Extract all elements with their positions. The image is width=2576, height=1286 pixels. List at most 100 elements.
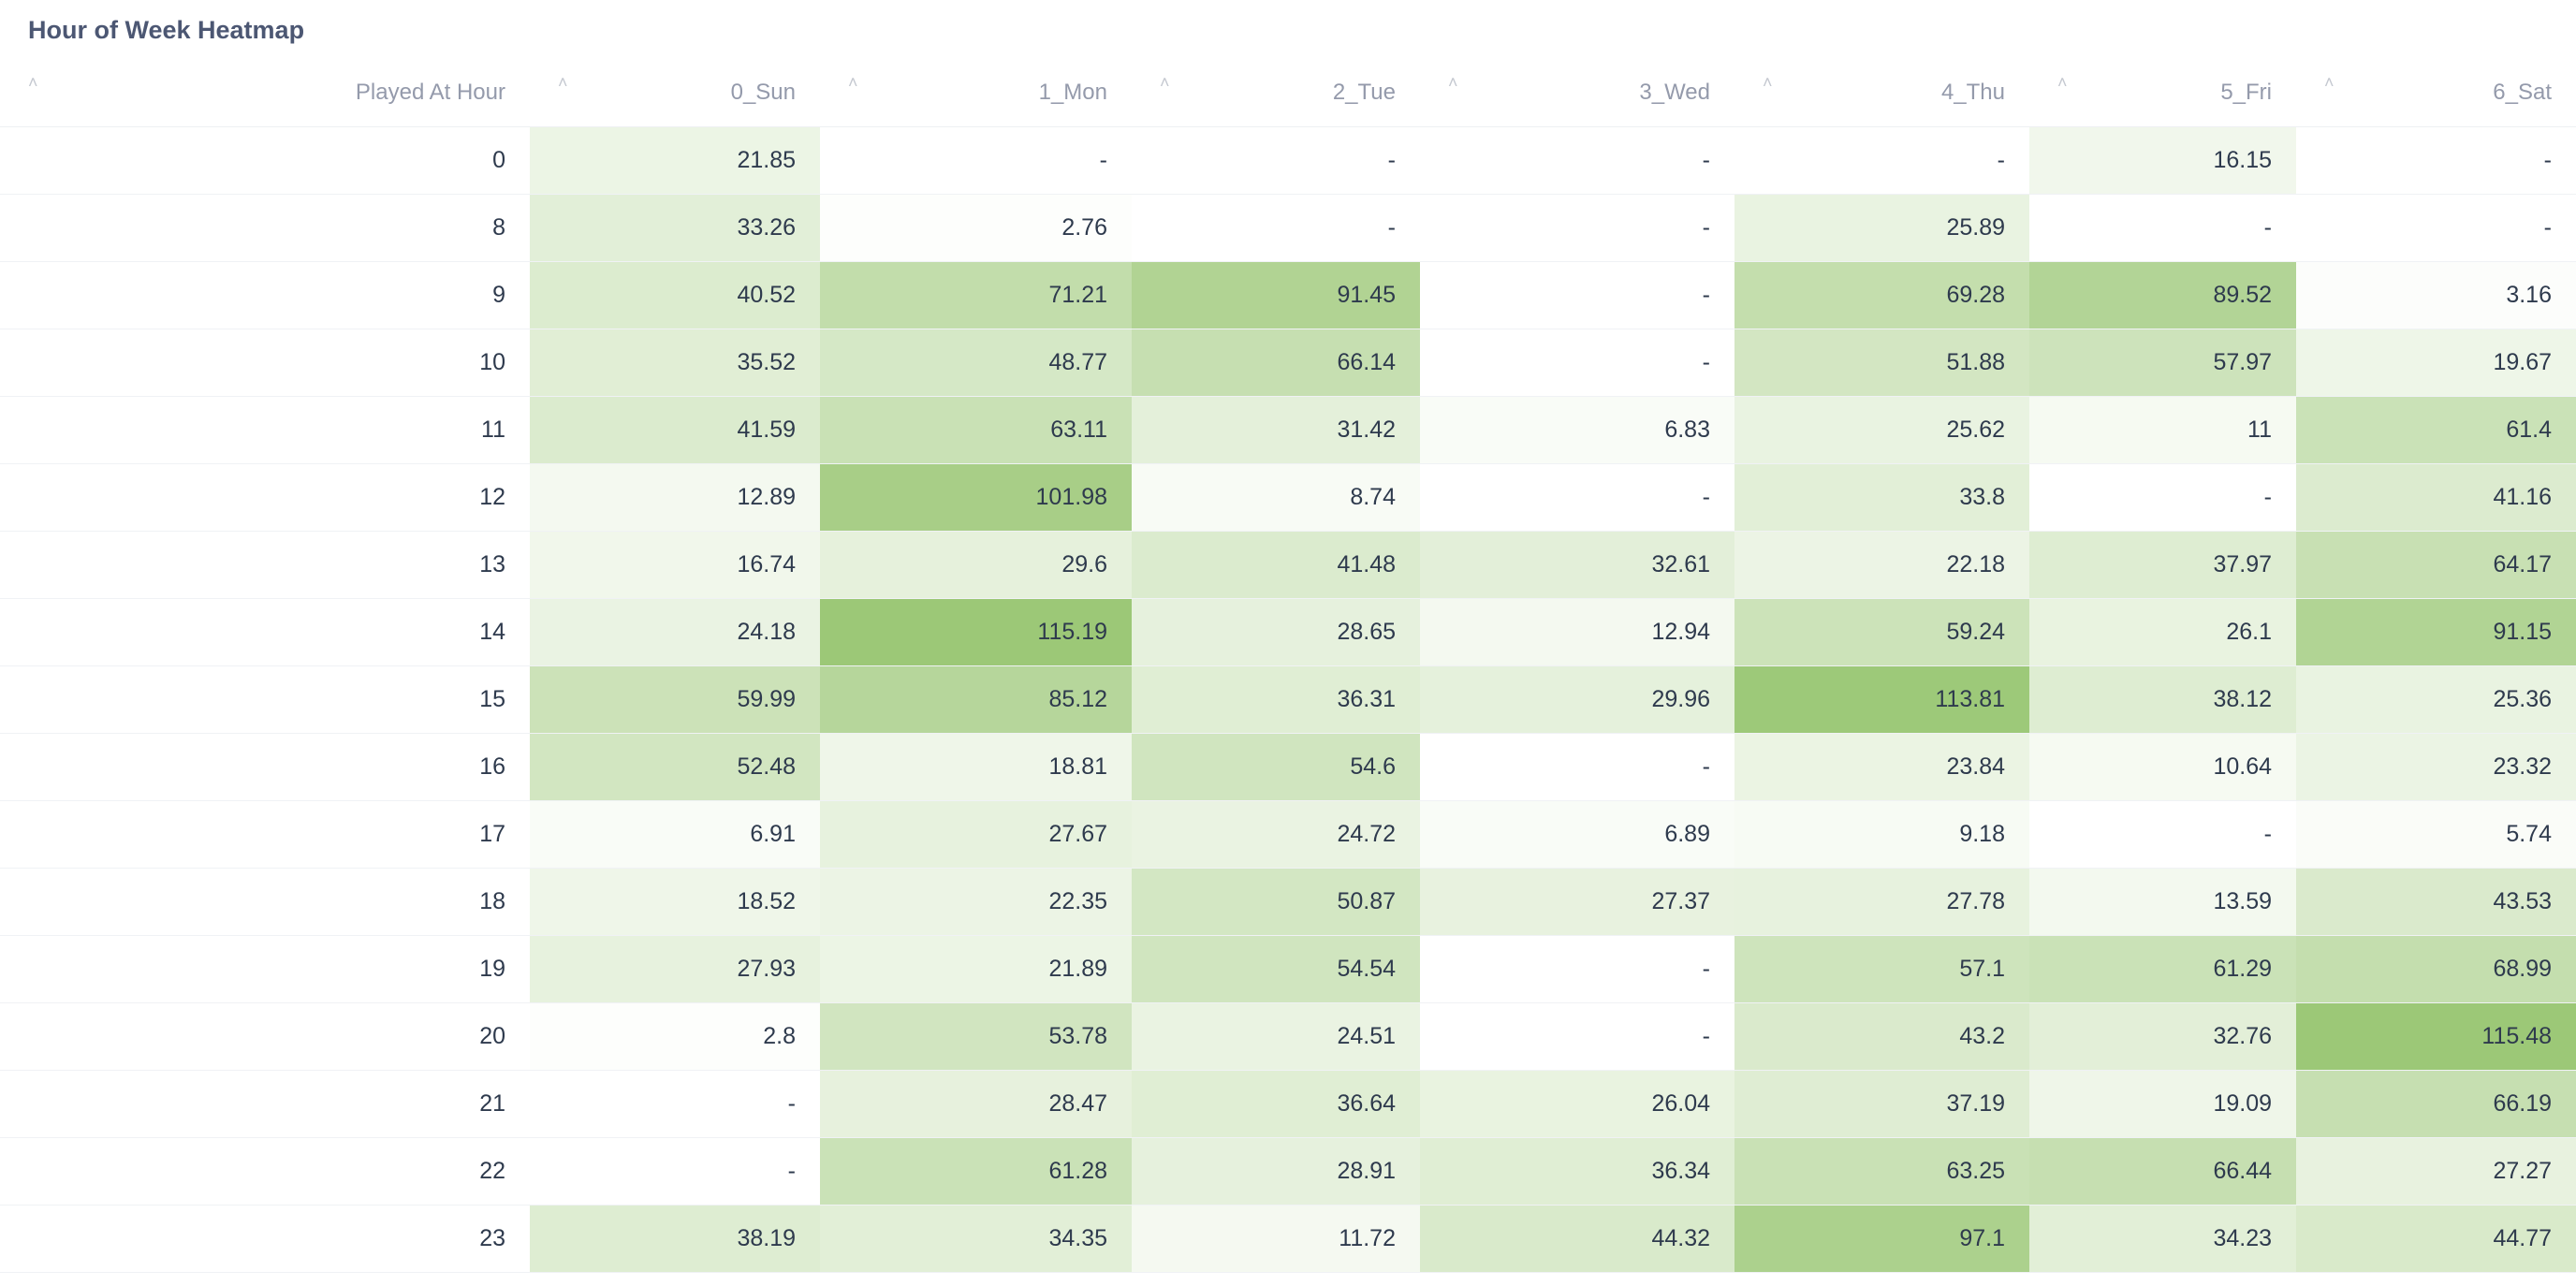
heatmap-cell[interactable]: 48.77	[820, 329, 1132, 397]
heatmap-cell[interactable]: 21.89	[820, 935, 1132, 1003]
column-header-4-thu[interactable]: ˄ 4_Thu	[1734, 59, 2029, 127]
row-hour-label[interactable]: 15	[0, 665, 530, 734]
heatmap-cell[interactable]: 68.99	[2296, 935, 2576, 1003]
heatmap-cell[interactable]: 28.91	[1132, 1137, 1420, 1206]
column-header-6-sat[interactable]: ˄ 6_Sat	[2296, 59, 2576, 127]
heatmap-cell[interactable]: 63.11	[820, 396, 1132, 464]
heatmap-cell[interactable]: 33.26	[530, 194, 820, 262]
heatmap-cell[interactable]: 19.67	[2296, 329, 2576, 397]
heatmap-cell[interactable]: -	[2296, 126, 2576, 195]
row-hour-label[interactable]: 20	[0, 1002, 530, 1071]
heatmap-cell[interactable]: 2.76	[820, 194, 1132, 262]
heatmap-cell[interactable]: 28.47	[820, 1070, 1132, 1138]
heatmap-cell[interactable]: 36.34	[1420, 1137, 1734, 1206]
heatmap-cell[interactable]: 41.16	[2296, 463, 2576, 532]
heatmap-cell[interactable]: 53.78	[820, 1002, 1132, 1071]
heatmap-cell[interactable]: -	[1420, 261, 1734, 329]
heatmap-cell[interactable]: -	[2029, 194, 2296, 262]
heatmap-cell[interactable]: -	[1420, 935, 1734, 1003]
heatmap-cell[interactable]: 22.18	[1734, 531, 2029, 599]
heatmap-cell[interactable]: 27.93	[530, 935, 820, 1003]
heatmap-cell[interactable]: 57.1	[1734, 935, 2029, 1003]
heatmap-cell[interactable]: 54.6	[1132, 733, 1420, 801]
heatmap-cell[interactable]: 33.8	[1734, 463, 2029, 532]
column-header-1-mon[interactable]: ˄ 1_Mon	[820, 59, 1132, 127]
heatmap-cell[interactable]: 27.27	[2296, 1137, 2576, 1206]
chevron-up-icon[interactable]: ˄	[2324, 73, 2334, 92]
heatmap-cell[interactable]: 61.28	[820, 1137, 1132, 1206]
heatmap-cell[interactable]: -	[2029, 463, 2296, 532]
heatmap-cell[interactable]: 23.32	[2296, 733, 2576, 801]
heatmap-cell[interactable]: 43.2	[1734, 1002, 2029, 1071]
heatmap-cell[interactable]: 11	[2029, 396, 2296, 464]
column-header-3-wed[interactable]: ˄ 3_Wed	[1420, 59, 1734, 127]
heatmap-cell[interactable]: 115.48	[2296, 1002, 2576, 1071]
heatmap-cell[interactable]: 24.72	[1132, 800, 1420, 869]
row-hour-label[interactable]: 8	[0, 194, 530, 262]
heatmap-cell[interactable]: 29.96	[1420, 665, 1734, 734]
column-header-played-at-hour[interactable]: ˄ Played At Hour	[0, 59, 530, 127]
heatmap-cell[interactable]: 18.52	[530, 868, 820, 936]
row-hour-label[interactable]: 23	[0, 1205, 530, 1273]
heatmap-cell[interactable]: 37.19	[1734, 1070, 2029, 1138]
heatmap-cell[interactable]: 34.23	[2029, 1205, 2296, 1273]
heatmap-cell[interactable]: 71.21	[820, 261, 1132, 329]
heatmap-cell[interactable]: 22.35	[820, 868, 1132, 936]
chevron-up-icon[interactable]: ˄	[28, 73, 38, 92]
heatmap-cell[interactable]: 51.88	[1734, 329, 2029, 397]
heatmap-cell[interactable]: 66.14	[1132, 329, 1420, 397]
column-header-0-sun[interactable]: ˄ 0_Sun	[530, 59, 820, 127]
heatmap-cell[interactable]: 24.18	[530, 598, 820, 666]
heatmap-cell[interactable]: 12.89	[530, 463, 820, 532]
heatmap-cell[interactable]: 6.91	[530, 800, 820, 869]
row-hour-label[interactable]: 0	[0, 126, 530, 195]
heatmap-cell[interactable]: 21.85	[530, 126, 820, 195]
chevron-up-icon[interactable]: ˄	[848, 73, 858, 92]
row-hour-label[interactable]: 10	[0, 329, 530, 397]
heatmap-cell[interactable]: 34.35	[820, 1205, 1132, 1273]
heatmap-cell[interactable]: 57.97	[2029, 329, 2296, 397]
card-title[interactable]: Hour of Week Heatmap	[28, 16, 305, 44]
heatmap-cell[interactable]: 25.89	[1734, 194, 2029, 262]
heatmap-cell[interactable]: 27.78	[1734, 868, 2029, 936]
heatmap-cell[interactable]: 101.98	[820, 463, 1132, 532]
heatmap-cell[interactable]: 54.54	[1132, 935, 1420, 1003]
heatmap-cell[interactable]: 26.1	[2029, 598, 2296, 666]
heatmap-cell[interactable]: 66.44	[2029, 1137, 2296, 1206]
heatmap-cell[interactable]: 25.36	[2296, 665, 2576, 734]
heatmap-cell[interactable]: 61.4	[2296, 396, 2576, 464]
heatmap-cell[interactable]: 2.8	[530, 1002, 820, 1071]
heatmap-cell[interactable]: 89.52	[2029, 261, 2296, 329]
heatmap-cell[interactable]: 16.74	[530, 531, 820, 599]
heatmap-cell[interactable]: 91.45	[1132, 261, 1420, 329]
heatmap-cell[interactable]: 27.37	[1420, 868, 1734, 936]
heatmap-cell[interactable]: 63.25	[1734, 1137, 2029, 1206]
heatmap-cell[interactable]: 25.62	[1734, 396, 2029, 464]
heatmap-cell[interactable]: 24.51	[1132, 1002, 1420, 1071]
heatmap-cell[interactable]: -	[1132, 126, 1420, 195]
heatmap-cell[interactable]: 28.65	[1132, 598, 1420, 666]
heatmap-cell[interactable]: 52.48	[530, 733, 820, 801]
heatmap-cell[interactable]: -	[1420, 329, 1734, 397]
heatmap-cell[interactable]: -	[1420, 1002, 1734, 1071]
heatmap-cell[interactable]: 85.12	[820, 665, 1132, 734]
heatmap-cell[interactable]: 64.17	[2296, 531, 2576, 599]
heatmap-cell[interactable]: 97.1	[1734, 1205, 2029, 1273]
heatmap-cell[interactable]: 31.42	[1132, 396, 1420, 464]
heatmap-cell[interactable]: 12.94	[1420, 598, 1734, 666]
heatmap-cell[interactable]: -	[1132, 194, 1420, 262]
heatmap-cell[interactable]: 37.97	[2029, 531, 2296, 599]
heatmap-cell[interactable]: 41.48	[1132, 531, 1420, 599]
heatmap-cell[interactable]: 44.32	[1420, 1205, 1734, 1273]
heatmap-cell[interactable]: 50.87	[1132, 868, 1420, 936]
heatmap-cell[interactable]: 9.18	[1734, 800, 2029, 869]
heatmap-cell[interactable]: 113.81	[1734, 665, 2029, 734]
heatmap-cell[interactable]: 41.59	[530, 396, 820, 464]
row-hour-label[interactable]: 17	[0, 800, 530, 869]
heatmap-cell[interactable]: 18.81	[820, 733, 1132, 801]
heatmap-cell[interactable]: 29.6	[820, 531, 1132, 599]
heatmap-cell[interactable]: 13.59	[2029, 868, 2296, 936]
chevron-up-icon[interactable]: ˄	[558, 73, 568, 92]
column-header-5-fri[interactable]: ˄ 5_Fri	[2029, 59, 2296, 127]
chevron-up-icon[interactable]: ˄	[2057, 73, 2068, 92]
